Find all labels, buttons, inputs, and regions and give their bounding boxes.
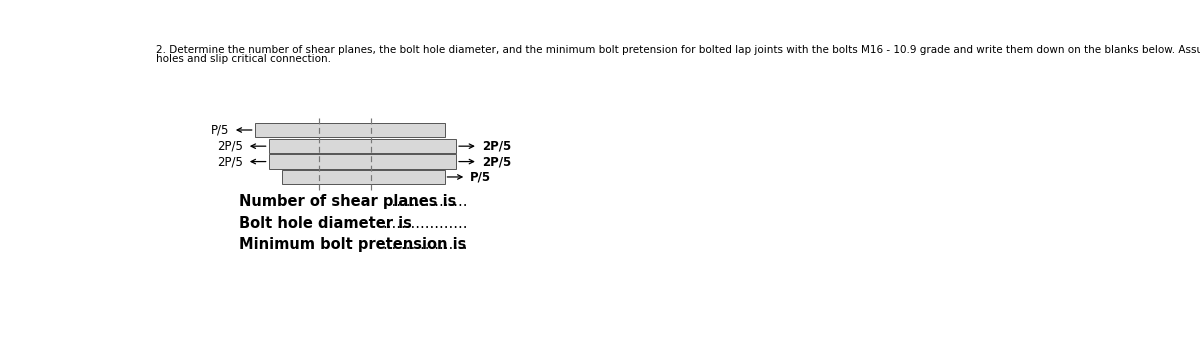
- Text: ..................: ..................: [383, 194, 468, 209]
- Text: P/5: P/5: [211, 123, 229, 137]
- Text: 2P/5: 2P/5: [481, 155, 511, 168]
- Text: 2P/5: 2P/5: [217, 155, 242, 168]
- Bar: [269, 154, 456, 169]
- Text: Minimum bolt pretension is: Minimum bolt pretension is: [239, 237, 467, 252]
- Text: 2. Determine the number of shear planes, the bolt hole diameter, and the minimum: 2. Determine the number of shear planes,…: [156, 44, 1200, 55]
- Text: 2P/5: 2P/5: [481, 140, 511, 153]
- Text: Number of shear planes is: Number of shear planes is: [239, 194, 456, 209]
- Bar: [282, 170, 444, 184]
- Bar: [254, 123, 444, 137]
- Text: ..................: ..................: [383, 216, 468, 231]
- Text: 2P/5: 2P/5: [217, 140, 242, 153]
- Text: ..................: ..................: [383, 237, 468, 252]
- Text: holes and slip critical connection.: holes and slip critical connection.: [156, 54, 331, 64]
- Text: Bolt hole diameter is: Bolt hole diameter is: [239, 216, 412, 231]
- Text: P/5: P/5: [470, 171, 491, 183]
- Bar: [269, 139, 456, 154]
